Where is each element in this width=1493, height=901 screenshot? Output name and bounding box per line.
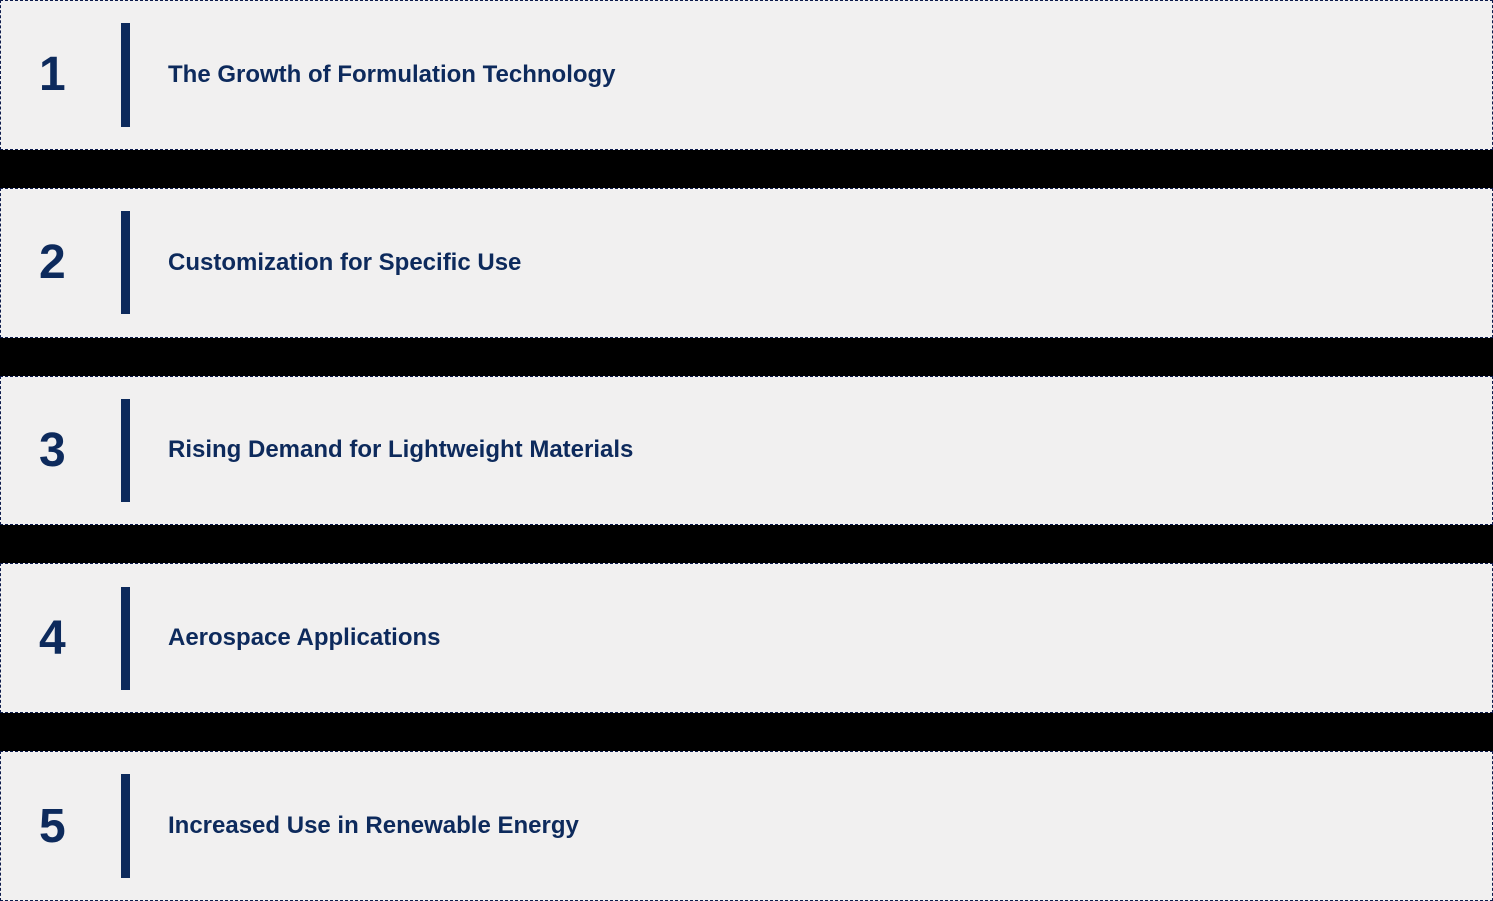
item-label: Increased Use in Renewable Energy — [130, 812, 579, 840]
separator-bar — [0, 338, 1493, 376]
vertical-divider — [121, 774, 130, 877]
vertical-divider — [121, 211, 130, 314]
list-item: 1 The Growth of Formulation Technology — [0, 0, 1493, 150]
numbered-list: 1 The Growth of Formulation Technology 2… — [0, 0, 1493, 901]
item-label: Rising Demand for Lightweight Materials — [130, 436, 633, 464]
item-number: 4 — [1, 611, 121, 666]
item-label: Customization for Specific Use — [130, 249, 521, 277]
list-item: 5 Increased Use in Renewable Energy — [0, 751, 1493, 901]
list-item: 4 Aerospace Applications — [0, 563, 1493, 713]
list-item: 3 Rising Demand for Lightweight Material… — [0, 376, 1493, 526]
separator-bar — [0, 713, 1493, 751]
vertical-divider — [121, 587, 130, 690]
item-number: 1 — [1, 47, 121, 102]
item-number: 5 — [1, 799, 121, 854]
vertical-divider — [121, 399, 130, 502]
item-number: 2 — [1, 235, 121, 290]
separator-bar — [0, 150, 1493, 188]
list-item: 2 Customization for Specific Use — [0, 188, 1493, 338]
item-number: 3 — [1, 423, 121, 478]
item-label: The Growth of Formulation Technology — [130, 61, 616, 89]
item-label: Aerospace Applications — [130, 624, 441, 652]
separator-bar — [0, 525, 1493, 563]
vertical-divider — [121, 23, 130, 126]
